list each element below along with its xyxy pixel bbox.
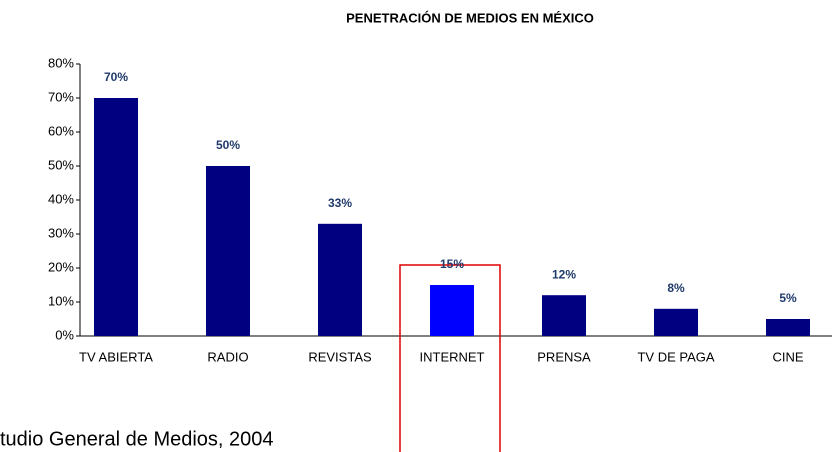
- y-tick-label: 50%: [48, 157, 74, 172]
- x-tick-label: INTERNET: [420, 349, 485, 364]
- y-tick-label: 30%: [48, 225, 74, 240]
- data-label: 5%: [779, 291, 797, 305]
- x-tick-label: TV DE PAGA: [637, 349, 714, 364]
- bar: [94, 98, 138, 336]
- bar: [206, 166, 250, 336]
- x-tick-label: RADIO: [207, 349, 248, 364]
- x-tick-label: PRENSA: [537, 349, 591, 364]
- y-tick-label: 0%: [55, 327, 74, 342]
- y-tick-label: 20%: [48, 259, 74, 274]
- footnote: tudio General de Medios, 2004: [0, 428, 274, 450]
- data-label: 33%: [328, 196, 352, 210]
- bar: [654, 308, 698, 336]
- chart-title: PENETRACIÓN DE MEDIOS EN MÉXICO: [346, 10, 594, 25]
- y-tick-label: 10%: [48, 293, 74, 308]
- highlight-box: [399, 264, 501, 452]
- y-tick-label: 60%: [48, 123, 74, 138]
- y-tick-label: 70%: [48, 89, 74, 104]
- y-tick-label: 40%: [48, 191, 74, 206]
- data-label: 12%: [552, 267, 576, 281]
- y-tick-label: 80%: [48, 55, 74, 70]
- data-label: 15%: [440, 257, 464, 271]
- bar: [430, 285, 474, 336]
- bar: [318, 223, 362, 336]
- data-label: 70%: [104, 70, 128, 84]
- bar: [766, 319, 810, 336]
- bar: [542, 295, 586, 336]
- x-tick-label: TV ABIERTA: [79, 349, 153, 364]
- x-tick-label: CINE: [772, 349, 803, 364]
- data-label: 8%: [667, 281, 685, 295]
- data-label: 50%: [216, 138, 240, 152]
- x-tick-label: REVISTAS: [308, 349, 372, 364]
